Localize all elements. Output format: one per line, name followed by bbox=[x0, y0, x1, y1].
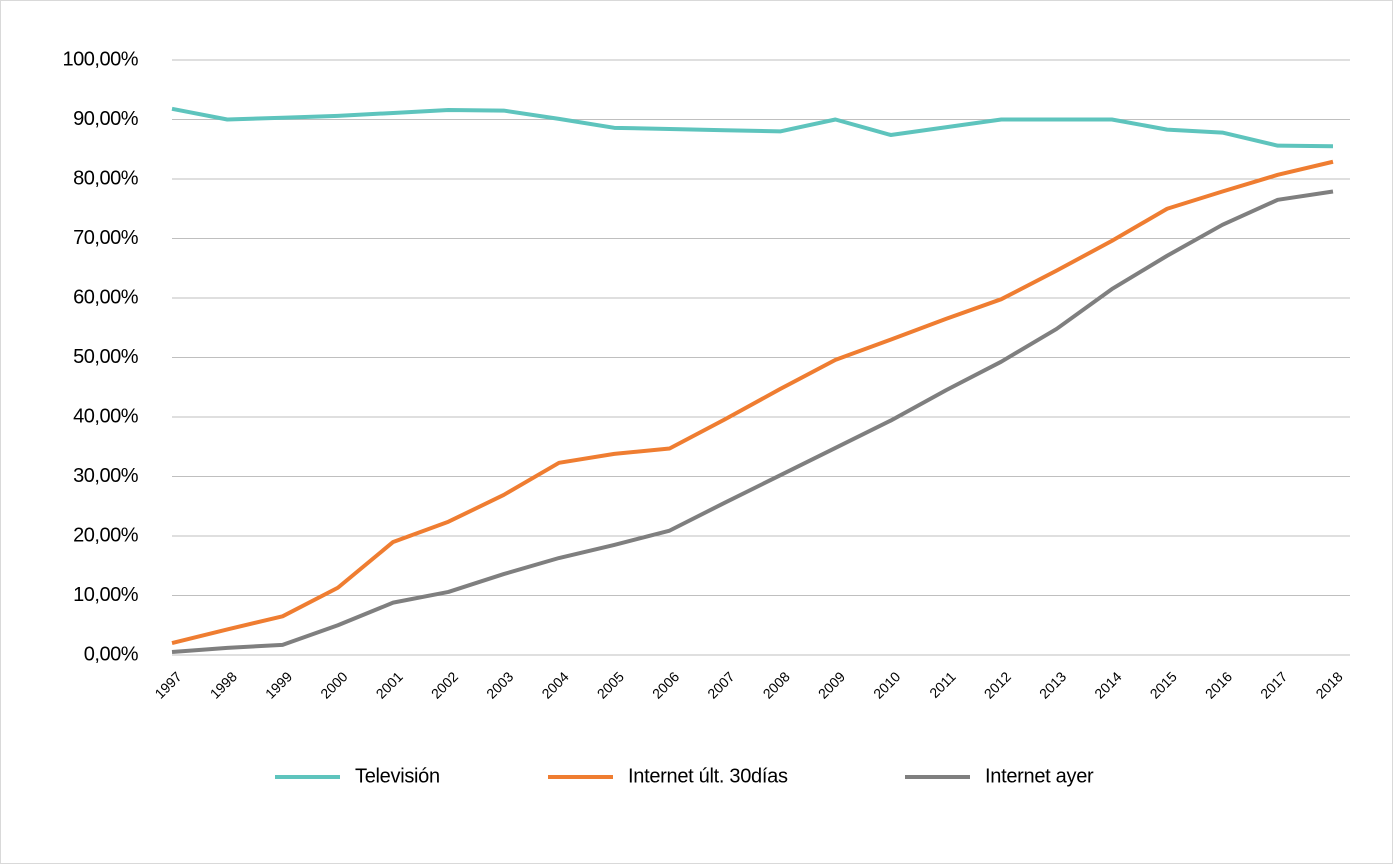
y-tick-label: 90,00% bbox=[73, 108, 139, 130]
y-tick-label: 50,00% bbox=[73, 346, 139, 368]
data-line bbox=[171, 106, 1334, 149]
y-tick-label: 70,00% bbox=[73, 227, 139, 249]
y-tick-label: 60,00% bbox=[73, 286, 139, 308]
legend-label: Internet ayer bbox=[985, 765, 1094, 787]
y-tick-label: 80,00% bbox=[73, 167, 139, 189]
data-line bbox=[171, 189, 1334, 655]
data-line bbox=[171, 159, 1334, 646]
y-tick-label: 30,00% bbox=[73, 465, 139, 487]
y-tick-label: 20,00% bbox=[73, 524, 139, 546]
legend-label: Internet últ. 30días bbox=[628, 765, 788, 787]
y-tick-label: 100,00% bbox=[63, 48, 139, 70]
legend-label: Televisión bbox=[355, 765, 440, 787]
y-tick-label: 10,00% bbox=[73, 584, 139, 606]
y-tick-label: 40,00% bbox=[73, 405, 139, 427]
y-tick-label: 0,00% bbox=[84, 643, 139, 665]
